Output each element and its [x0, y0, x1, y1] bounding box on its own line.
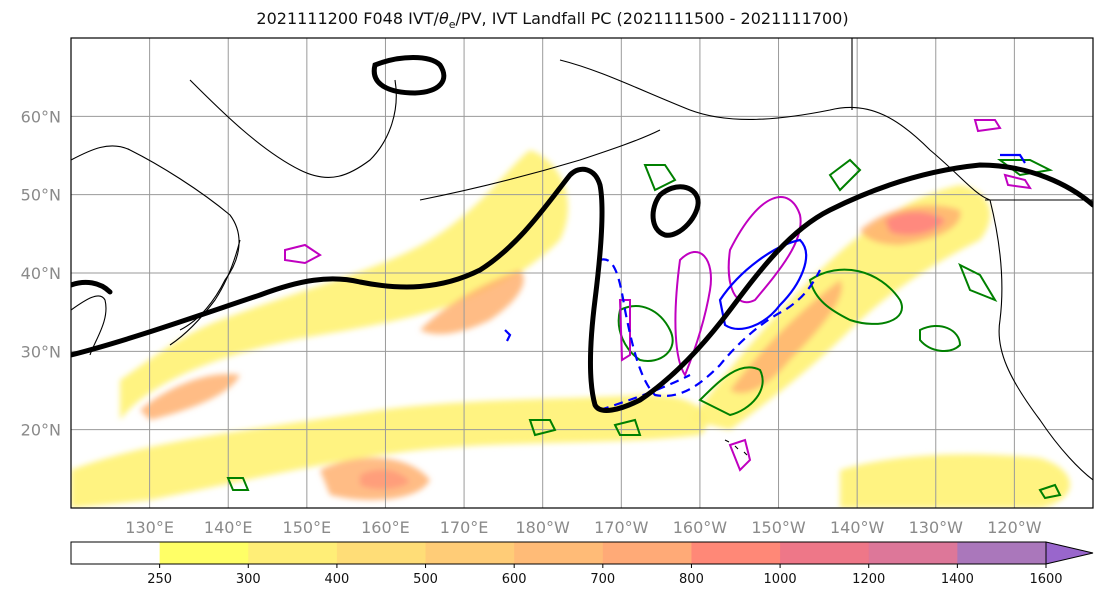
colorbar-tick-label-2: 400: [324, 572, 349, 587]
magenta-contours: [284, 119, 1032, 472]
coast-alaska: [559, 59, 991, 201]
title-theta: θ: [438, 9, 449, 28]
green-contour-3: [808, 268, 903, 325]
colorbar-segment-4: [425, 542, 515, 564]
lon-label-10: 130°W: [909, 518, 964, 537]
lat-label-0: 20°N: [21, 421, 61, 440]
colorbar-extend-triangle: [1045, 541, 1094, 565]
colorbar-segment-7: [691, 542, 781, 564]
ivt-band-tropical: [71, 394, 708, 508]
lon-label-8: 150°W: [751, 518, 806, 537]
lon-label-11: 120°W: [987, 518, 1042, 537]
ivt-band-se: [840, 454, 1070, 508]
lon-label-1: 140°E: [204, 518, 253, 537]
theta-e-contours: [71, 55, 1093, 413]
lon-label-0: 130°E: [125, 518, 174, 537]
theta-e-small-loop: [650, 184, 701, 238]
magenta-contour-2: [727, 196, 802, 303]
lat-label-2: 40°N: [21, 264, 61, 283]
coast-japan: [169, 239, 241, 346]
magenta-contour-6: [1003, 173, 1032, 190]
green-contour-5: [528, 419, 557, 437]
lon-label-9: 140°W: [830, 518, 885, 537]
green-contour-12: [1038, 483, 1062, 500]
colorbar-frame: [70, 541, 1046, 565]
magenta-contour-3: [284, 243, 322, 265]
colorbar-segment-2: [248, 542, 338, 564]
colorbar-segment-5: [514, 542, 604, 564]
lon-label-7: 160°W: [673, 518, 728, 537]
coast-asia: [71, 145, 240, 356]
blue-solid-contour: [718, 238, 808, 330]
lat-label-3: 50°N: [21, 186, 61, 205]
coast-kamchatka: [189, 79, 397, 178]
graticule: [71, 38, 1093, 508]
coast-north-america: [989, 199, 1093, 481]
lon-label-6: 170°W: [594, 518, 649, 537]
lon-label-5: 180°W: [516, 518, 571, 537]
colorbar-tick-label-6: 800: [679, 572, 704, 587]
colorbar: 250 300 400 500 600 700 800 1000 1200 1400 1600: [70, 541, 1094, 587]
colorbar-tick-label-7: 1000: [764, 572, 797, 587]
colorbar-tick-label-10: 1600: [1029, 572, 1062, 587]
green-contour-7: [226, 477, 250, 491]
map-area: [71, 38, 1093, 508]
ivt-core-5: [885, 211, 945, 235]
green-contour-6: [613, 418, 642, 436]
colorbar-tick-label-0: 250: [147, 572, 172, 587]
blue-dashed-contour: [599, 258, 821, 398]
magenta-contour-5: [973, 119, 1002, 133]
green-contour-1: [617, 305, 674, 362]
ivt-core-7: [730, 280, 842, 394]
map-frame: [70, 37, 1094, 509]
green-contour-8: [643, 164, 677, 192]
colorbar-segment-10: [957, 542, 1047, 564]
title-part-2: /PV, IVT Landfall PC (2021111500 - 20211…: [455, 9, 849, 28]
colorbar-segment-6: [602, 542, 692, 564]
colorbar-segment-8: [780, 542, 870, 564]
lat-label-4: 60°N: [21, 107, 61, 126]
theta-e-closed-low: [371, 55, 447, 96]
lon-label-2: 150°E: [283, 518, 332, 537]
green-contour-4: [919, 325, 962, 352]
green-contour-2: [698, 366, 764, 417]
blue-small-contour: [504, 329, 512, 342]
colorbar-segment-0: [71, 542, 161, 564]
colorbar-tick-label-3: 500: [413, 572, 438, 587]
ivt-band-south: [120, 150, 569, 420]
theta-e-main: [71, 162, 1093, 413]
colorbar-segment-9: [868, 542, 958, 564]
magenta-contour-1: [674, 250, 712, 378]
theta-e-west: [71, 279, 113, 295]
lon-label-4: 170°E: [440, 518, 489, 537]
colorbar-tick-label-1: 300: [236, 572, 261, 587]
lat-label-1: 30°N: [21, 342, 61, 361]
green-contour-9: [828, 158, 862, 192]
blue-contour-ne: [1000, 153, 1026, 164]
figure-title: 2021111200 F048 IVT/θe/PV, IVT Landfall …: [0, 9, 1105, 31]
coast-hawaii: [724, 439, 748, 456]
colorbar-tick-label-4: 600: [502, 572, 527, 587]
longitude-labels: 130°E 140°E 150°E 160°E 170°E 180°W 170°W 160°W…: [125, 518, 1041, 537]
ivt-core-1: [420, 270, 524, 335]
colorbar-segment-3: [336, 542, 427, 564]
colorbar-tick-label-8: 1200: [852, 572, 885, 587]
ivt-core-4: [140, 374, 240, 420]
colorbar-segment-1: [159, 542, 249, 564]
lon-label-3: 160°E: [361, 518, 410, 537]
title-sub: e: [448, 18, 456, 32]
coast-aleutians: [419, 129, 661, 201]
magenta-contour-7: [618, 299, 631, 362]
latitude-labels: 20°N 30°N 40°N 50°N 60°N: [21, 107, 61, 439]
colorbar-tick-label-9: 1400: [941, 572, 974, 587]
green-contour-11: [958, 262, 998, 303]
coastlines: [71, 38, 1093, 481]
title-part-1: 2021111200 F048 IVT/: [256, 9, 439, 28]
colorbar-tick-label-5: 700: [590, 572, 615, 587]
magenta-contour-4: [728, 438, 752, 472]
